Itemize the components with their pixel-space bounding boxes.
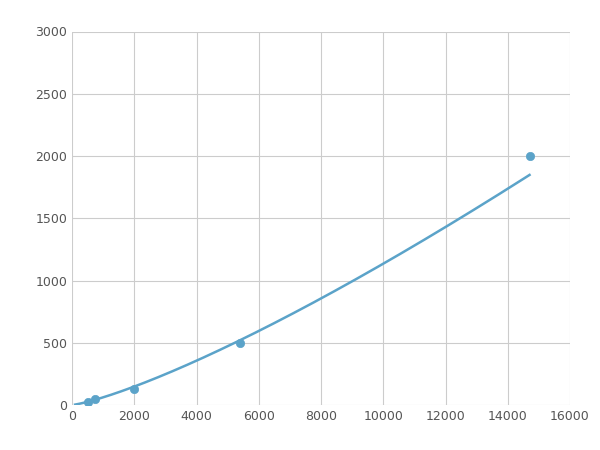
Point — [130, 386, 139, 393]
Point — [91, 395, 100, 402]
Point — [235, 339, 245, 346]
Point — [83, 398, 92, 405]
Point — [525, 153, 535, 160]
